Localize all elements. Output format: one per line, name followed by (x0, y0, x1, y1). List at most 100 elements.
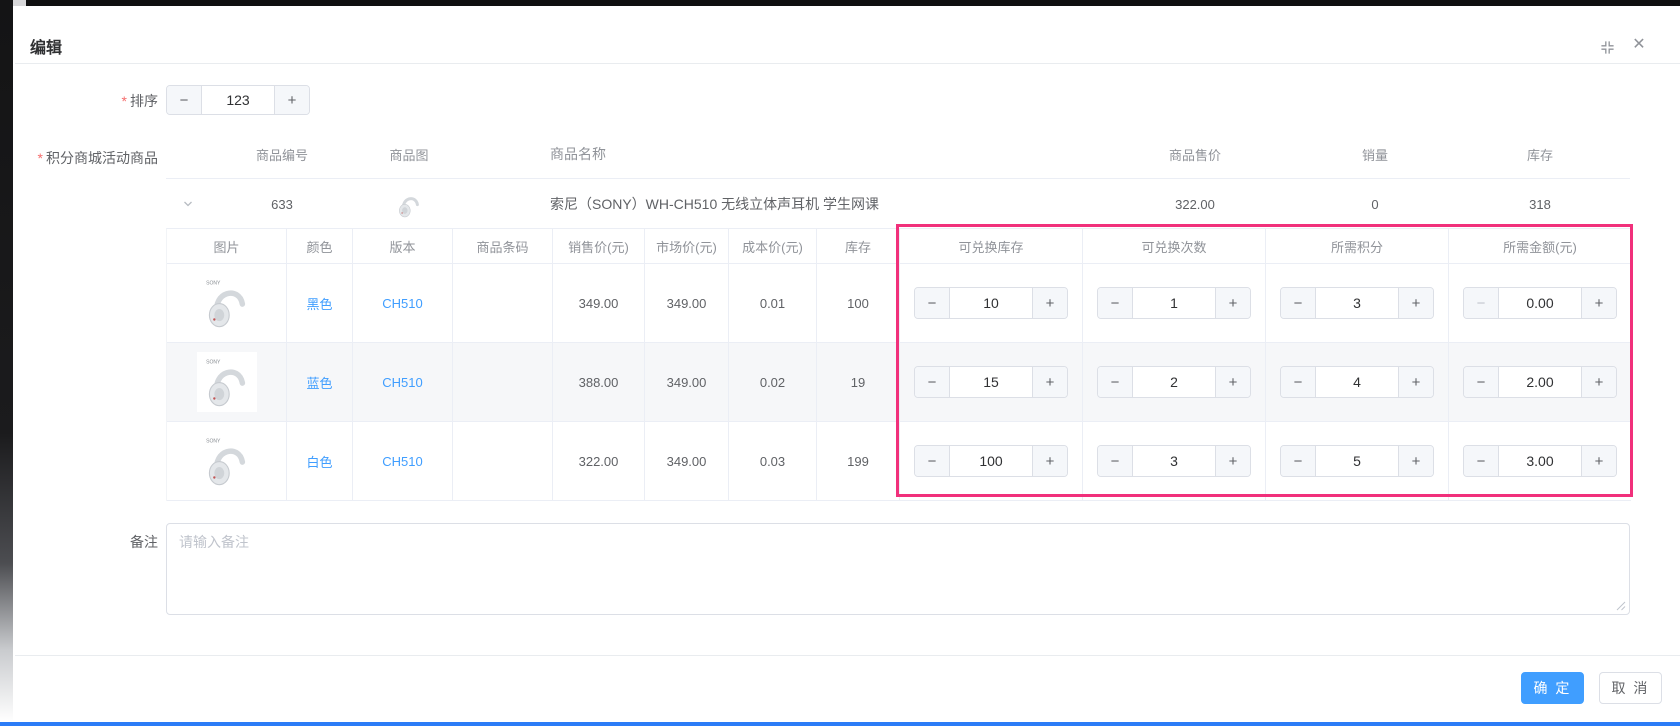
col-sku-cost-price: 成本价(元) (729, 229, 817, 263)
sku-version-link[interactable]: CH510 (382, 453, 423, 469)
col-sku-stock: 库存 (817, 229, 900, 263)
sku-stock: 19 (817, 343, 900, 421)
col-amount: 所需金额(元) (1503, 239, 1577, 255)
minus-icon[interactable]: − (1281, 367, 1316, 397)
exchange-stock-stepper[interactable]: − + (914, 445, 1068, 477)
cancel-button[interactable]: 取 消 (1599, 672, 1662, 704)
minus-icon[interactable]: − (915, 446, 950, 476)
sku-barcode (453, 343, 553, 421)
points-input[interactable] (1316, 446, 1398, 476)
minus-icon[interactable]: − (915, 367, 950, 397)
exchange-stock-stepper[interactable]: − + (914, 287, 1068, 319)
amount-input[interactable] (1499, 288, 1581, 318)
exchange-stock-input[interactable] (950, 446, 1032, 476)
sort-label: * 排序 (121, 93, 158, 109)
exchange-count-input[interactable] (1133, 367, 1215, 397)
sku-cost-price: 0.03 (729, 422, 817, 500)
sku-color-link[interactable]: 黑色 (306, 296, 333, 312)
points-stepper[interactable]: − + (1280, 366, 1434, 398)
svg-text:SONY: SONY (206, 438, 221, 444)
sku-table: 图片 颜色 版本 商品条码 销售价(元) 市场价(元) 成本价(元) 库存 可兑… (166, 228, 1631, 501)
compress-icon[interactable] (1598, 38, 1616, 56)
expand-toggle[interactable] (166, 198, 210, 210)
col-sales: 销量 (1361, 147, 1388, 163)
minus-icon[interactable]: − (1464, 446, 1499, 476)
plus-icon[interactable]: + (1398, 288, 1433, 318)
plus-icon[interactable]: + (1581, 288, 1616, 318)
minus-icon[interactable]: − (915, 288, 950, 318)
sku-barcode (453, 264, 553, 342)
exchange-count-stepper[interactable]: − + (1097, 287, 1251, 319)
exchange-count-input[interactable] (1133, 446, 1215, 476)
plus-icon[interactable]: + (1032, 446, 1067, 476)
col-exchange-stock: 可兑换库存 (900, 229, 1083, 263)
product-stock: 318 (1529, 196, 1551, 212)
minus-icon[interactable]: − (1464, 367, 1499, 397)
svg-text:SONY: SONY (206, 280, 221, 286)
page-edge-bottom (0, 722, 1680, 726)
exchange-count-input[interactable] (1133, 288, 1215, 318)
amount-stepper[interactable]: − + (1463, 445, 1617, 477)
exchange-stock-input[interactable] (950, 367, 1032, 397)
remark-textarea[interactable] (166, 523, 1630, 615)
product-sales: 0 (1371, 196, 1379, 212)
sku-cost-price: 0.02 (729, 343, 817, 421)
plus-icon[interactable]: + (1215, 446, 1250, 476)
plus-icon[interactable]: + (1215, 367, 1250, 397)
sort-input[interactable] (202, 86, 274, 114)
points-input[interactable] (1316, 367, 1398, 397)
sku-cost-price: 0.01 (729, 264, 817, 342)
amount-stepper[interactable]: − + (1463, 287, 1617, 319)
sku-image: SONY (167, 422, 287, 500)
sort-stepper[interactable]: − + (166, 85, 310, 115)
plus-icon[interactable]: + (1398, 446, 1433, 476)
confirm-button[interactable]: 确 定 (1521, 672, 1584, 704)
sku-color-link[interactable]: 蓝色 (306, 375, 333, 391)
exchange-stock-stepper[interactable]: − + (914, 366, 1068, 398)
minus-icon[interactable]: − (167, 86, 202, 114)
minus-icon[interactable]: − (1281, 288, 1316, 318)
close-icon[interactable]: ✕ (1632, 36, 1646, 53)
minus-icon[interactable]: − (1098, 367, 1133, 397)
plus-icon[interactable]: + (1032, 288, 1067, 318)
exchange-count-stepper[interactable]: − + (1097, 366, 1251, 398)
product-code: 633 (271, 196, 293, 212)
amount-input[interactable] (1499, 367, 1581, 397)
sku-sale-price: 388.00 (553, 343, 645, 421)
col-sku-sale-price: 销售价(元) (553, 229, 645, 263)
minus-icon[interactable]: − (1098, 288, 1133, 318)
minus-icon[interactable]: − (1281, 446, 1316, 476)
plus-icon[interactable]: + (274, 86, 309, 114)
remark-label: 备注 (130, 534, 158, 550)
sku-sale-price: 349.00 (553, 264, 645, 342)
sku-stock: 199 (817, 422, 900, 500)
required-asterisk: * (121, 93, 127, 109)
plus-icon[interactable]: + (1215, 288, 1250, 318)
sku-table-header: 图片 颜色 版本 商品条码 销售价(元) 市场价(元) 成本价(元) 库存 可兑… (167, 229, 1631, 264)
col-sku-image: 图片 (167, 229, 287, 263)
amount-input[interactable] (1499, 446, 1581, 476)
points-stepper[interactable]: − + (1280, 287, 1434, 319)
chevron-down-icon (184, 201, 192, 207)
sku-row: SONY 蓝色 CH510 388.00 349.00 0.02 19 − + … (167, 343, 1631, 422)
minus-icon[interactable]: − (1464, 288, 1499, 318)
sku-barcode (453, 422, 553, 500)
col-name: 商品名称 (550, 146, 606, 162)
points-input[interactable] (1316, 288, 1398, 318)
sku-version-link[interactable]: CH510 (382, 295, 423, 311)
header-divider (15, 63, 1680, 64)
sku-color-link[interactable]: 白色 (306, 454, 333, 470)
points-stepper[interactable]: − + (1280, 445, 1434, 477)
plus-icon[interactable]: + (1032, 367, 1067, 397)
resize-handle-icon[interactable] (1616, 601, 1626, 611)
amount-stepper[interactable]: − + (1463, 366, 1617, 398)
exchange-count-stepper[interactable]: − + (1097, 445, 1251, 477)
plus-icon[interactable]: + (1398, 367, 1433, 397)
exchange-stock-input[interactable] (950, 288, 1032, 318)
sku-row: SONY 黑色 CH510 349.00 349.00 0.01 100 − +… (167, 264, 1631, 343)
minus-icon[interactable]: − (1098, 446, 1133, 476)
sku-version-link[interactable]: CH510 (382, 374, 423, 390)
sku-market-price: 349.00 (645, 343, 729, 421)
plus-icon[interactable]: + (1581, 446, 1616, 476)
plus-icon[interactable]: + (1581, 367, 1616, 397)
